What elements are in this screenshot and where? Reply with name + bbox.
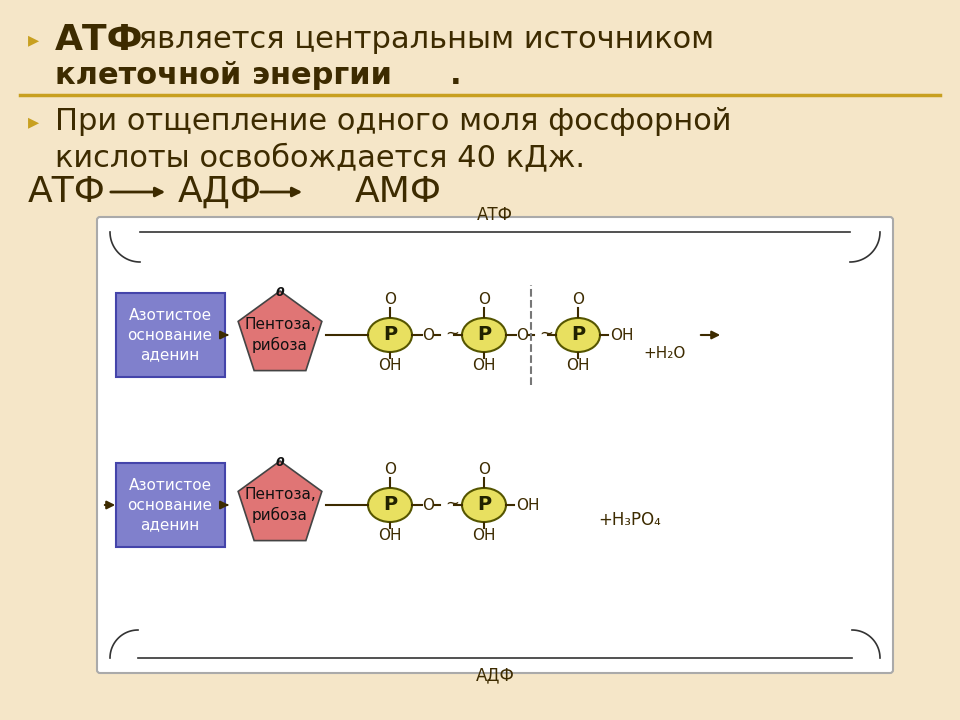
Text: O: O	[384, 462, 396, 477]
Text: является центральным источником: является центральным источником	[129, 25, 714, 55]
Text: O: O	[478, 292, 490, 307]
Text: При отщепление одного моля фосфорной: При отщепление одного моля фосфорной	[55, 107, 732, 137]
Text: АТФ: АТФ	[477, 206, 513, 224]
Text: Азотистое
основание
аденин: Азотистое основание аденин	[128, 307, 212, 362]
Ellipse shape	[462, 488, 506, 522]
Ellipse shape	[368, 318, 412, 352]
Polygon shape	[238, 461, 322, 541]
Ellipse shape	[556, 318, 600, 352]
Text: Р: Р	[477, 325, 492, 344]
Text: Р: Р	[383, 325, 397, 344]
Text: OH: OH	[378, 528, 401, 544]
Text: кислоты освобождается 40 кДж.: кислоты освобождается 40 кДж.	[55, 143, 585, 173]
Text: O: O	[516, 328, 528, 343]
Text: +H₂O: +H₂O	[643, 346, 685, 361]
Text: OH: OH	[516, 498, 540, 513]
Text: .: .	[450, 60, 462, 89]
FancyBboxPatch shape	[115, 293, 225, 377]
Text: +H₃PO₄: +H₃PO₄	[598, 511, 660, 529]
Text: АМФ: АМФ	[355, 175, 442, 209]
Ellipse shape	[462, 318, 506, 352]
Text: АДФ: АДФ	[475, 666, 515, 684]
Text: ▸: ▸	[28, 30, 39, 50]
Text: O: O	[422, 328, 434, 343]
Text: ▸: ▸	[28, 112, 39, 132]
Text: ~: ~	[539, 325, 553, 343]
Text: O: O	[478, 462, 490, 477]
Text: Азотистое
основание
аденин: Азотистое основание аденин	[128, 477, 212, 532]
Text: Пентоза,
рибоза: Пентоза, рибоза	[244, 487, 316, 523]
Text: ~: ~	[445, 495, 459, 513]
Text: O: O	[384, 292, 396, 307]
Ellipse shape	[368, 488, 412, 522]
Text: АТФ: АТФ	[55, 23, 143, 57]
Text: Р: Р	[571, 325, 585, 344]
Text: 0: 0	[276, 287, 284, 300]
Polygon shape	[238, 291, 322, 371]
Text: O: O	[422, 498, 434, 513]
Text: OH: OH	[472, 359, 495, 374]
Text: АДФ: АДФ	[178, 175, 262, 209]
Text: OH: OH	[472, 528, 495, 544]
Text: Р: Р	[383, 495, 397, 515]
Text: 0: 0	[276, 456, 284, 469]
Text: Пентоза,
рибоза: Пентоза, рибоза	[244, 317, 316, 354]
Text: OH: OH	[611, 328, 634, 343]
FancyBboxPatch shape	[115, 463, 225, 547]
FancyBboxPatch shape	[97, 217, 893, 673]
Text: O: O	[572, 292, 584, 307]
Text: клеточной энергии: клеточной энергии	[55, 60, 392, 89]
Text: OH: OH	[566, 359, 589, 374]
Text: АТФ: АТФ	[28, 175, 106, 209]
Text: OH: OH	[378, 359, 401, 374]
Text: Р: Р	[477, 495, 492, 515]
Text: ~: ~	[445, 325, 459, 343]
